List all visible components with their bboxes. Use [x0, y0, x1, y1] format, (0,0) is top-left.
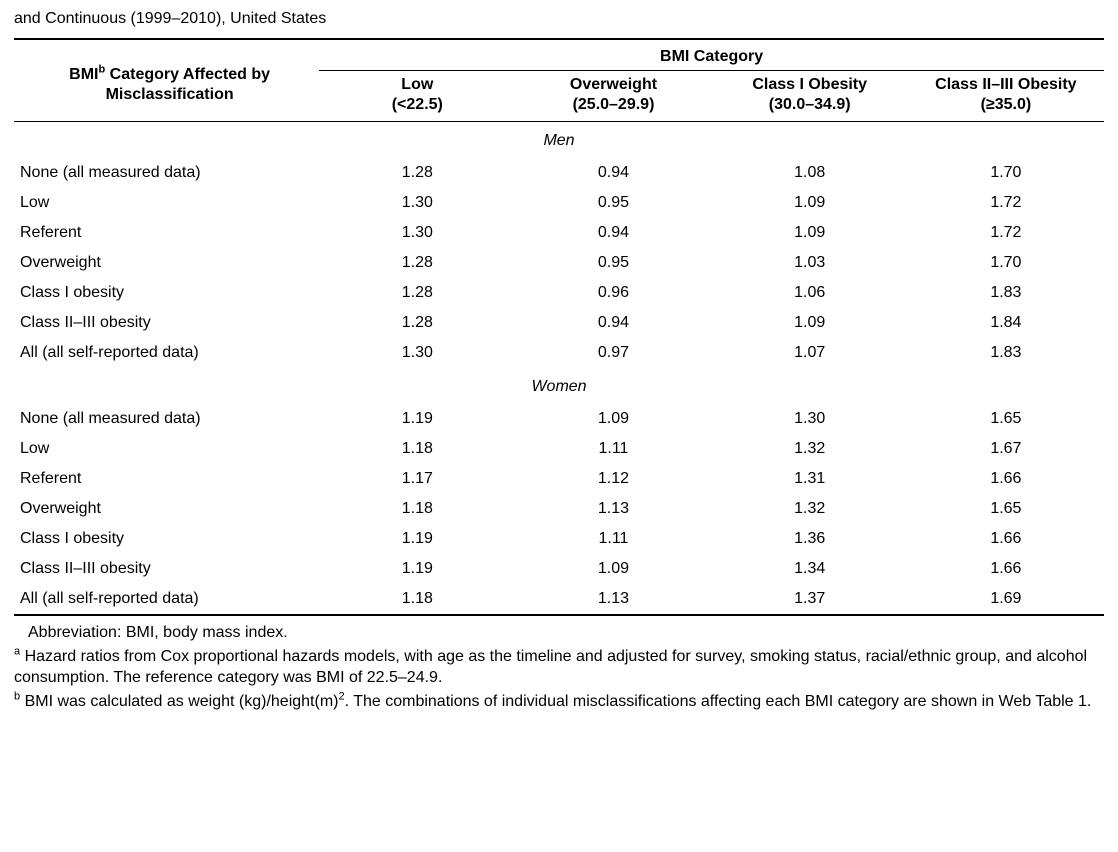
row-label: Referent: [14, 218, 319, 248]
data-cell: 1.19: [319, 404, 515, 434]
row-label: Class II–III obesity: [14, 554, 319, 584]
column-header: Class II–III Obesity (≥35.0): [908, 71, 1104, 122]
data-cell: 0.97: [515, 338, 711, 368]
stub-header-line2: Misclassification: [106, 86, 234, 103]
data-cell: 1.34: [712, 554, 908, 584]
footnote-a-text: Hazard ratios from Cox proportional haza…: [14, 648, 1087, 687]
data-cell: 1.09: [515, 554, 711, 584]
data-cell: 1.09: [712, 308, 908, 338]
footnote-b-text1: BMI was calculated as weight (kg)/height…: [20, 693, 338, 710]
data-cell: 1.70: [908, 248, 1104, 278]
data-cell: 1.30: [712, 404, 908, 434]
data-cell: 1.66: [908, 464, 1104, 494]
data-cell: 1.11: [515, 434, 711, 464]
section-header: Women: [14, 368, 1104, 404]
column-sub: (30.0–34.9): [769, 96, 851, 113]
data-cell: 1.37: [712, 584, 908, 615]
data-cell: 1.67: [908, 434, 1104, 464]
data-cell: 1.28: [319, 248, 515, 278]
row-label: Referent: [14, 464, 319, 494]
data-cell: 0.94: [515, 158, 711, 188]
row-label: Class I obesity: [14, 278, 319, 308]
truncated-caption: and Continuous (1999–2010), United State…: [14, 10, 1104, 28]
column-sub: (≥35.0): [981, 96, 1032, 113]
column-sub: (25.0–29.9): [573, 96, 655, 113]
data-cell: 1.19: [319, 554, 515, 584]
data-cell: 1.36: [712, 524, 908, 554]
data-cell: 1.18: [319, 494, 515, 524]
data-cell: 1.69: [908, 584, 1104, 615]
data-cell: 1.72: [908, 218, 1104, 248]
footnote-b-text2: . The combinations of individual misclas…: [345, 693, 1092, 710]
row-label: Overweight: [14, 248, 319, 278]
stub-header-line1a: BMI: [69, 66, 98, 83]
data-cell: 0.96: [515, 278, 711, 308]
data-cell: 1.32: [712, 434, 908, 464]
data-cell: 1.18: [319, 584, 515, 615]
footnote-a: a Hazard ratios from Cox proportional ha…: [14, 646, 1104, 689]
column-header: Class I Obesity (30.0–34.9): [712, 71, 908, 122]
section-header: Men: [14, 122, 1104, 159]
row-label: Overweight: [14, 494, 319, 524]
data-cell: 1.84: [908, 308, 1104, 338]
data-cell: 1.09: [712, 218, 908, 248]
row-label: Low: [14, 434, 319, 464]
data-cell: 1.30: [319, 188, 515, 218]
data-cell: 1.28: [319, 158, 515, 188]
row-label: All (all self-reported data): [14, 584, 319, 615]
data-cell: 1.19: [319, 524, 515, 554]
row-label: Class II–III obesity: [14, 308, 319, 338]
table-footnotes: Abbreviation: BMI, body mass index. a Ha…: [14, 622, 1104, 712]
data-cell: 1.31: [712, 464, 908, 494]
data-cell: 1.06: [712, 278, 908, 308]
data-cell: 1.66: [908, 554, 1104, 584]
data-cell: 1.07: [712, 338, 908, 368]
data-cell: 1.30: [319, 338, 515, 368]
data-cell: 1.72: [908, 188, 1104, 218]
data-cell: 1.30: [319, 218, 515, 248]
column-title: Class II–III Obesity: [935, 76, 1076, 93]
columns-span-header: BMI Category: [319, 39, 1104, 71]
stub-header-line1b: Category Affected by: [105, 66, 270, 83]
data-cell: 1.83: [908, 338, 1104, 368]
data-cell: 1.12: [515, 464, 711, 494]
data-cell: 1.66: [908, 524, 1104, 554]
footnote-abbrev: Abbreviation: BMI, body mass index.: [14, 622, 1104, 644]
row-label: None (all measured data): [14, 404, 319, 434]
data-cell: 1.13: [515, 584, 711, 615]
data-cell: 1.09: [515, 404, 711, 434]
data-cell: 1.28: [319, 308, 515, 338]
data-cell: 1.28: [319, 278, 515, 308]
data-cell: 1.83: [908, 278, 1104, 308]
row-label: None (all measured data): [14, 158, 319, 188]
data-cell: 1.13: [515, 494, 711, 524]
data-cell: 1.03: [712, 248, 908, 278]
data-cell: 1.65: [908, 404, 1104, 434]
data-cell: 0.94: [515, 218, 711, 248]
data-cell: 0.95: [515, 248, 711, 278]
stub-header: BMIb Category Affected byMisclassificati…: [14, 39, 319, 122]
data-cell: 1.08: [712, 158, 908, 188]
column-title: Overweight: [570, 76, 657, 93]
data-cell: 1.09: [712, 188, 908, 218]
data-cell: 1.11: [515, 524, 711, 554]
column-header: Overweight (25.0–29.9): [515, 71, 711, 122]
data-cell: 1.65: [908, 494, 1104, 524]
data-cell: 1.17: [319, 464, 515, 494]
data-cell: 0.95: [515, 188, 711, 218]
footnote-b: b BMI was calculated as weight (kg)/heig…: [14, 691, 1104, 713]
row-label: Low: [14, 188, 319, 218]
column-title: Class I Obesity: [752, 76, 867, 93]
row-label: Class I obesity: [14, 524, 319, 554]
data-cell: 1.18: [319, 434, 515, 464]
row-label: All (all self-reported data): [14, 338, 319, 368]
column-header: Low (<22.5): [319, 71, 515, 122]
data-cell: 1.32: [712, 494, 908, 524]
column-sub: (<22.5): [392, 96, 443, 113]
data-cell: 1.70: [908, 158, 1104, 188]
data-cell: 0.94: [515, 308, 711, 338]
column-title: Low: [401, 76, 433, 93]
hazard-ratio-table: BMIb Category Affected byMisclassificati…: [14, 38, 1104, 616]
